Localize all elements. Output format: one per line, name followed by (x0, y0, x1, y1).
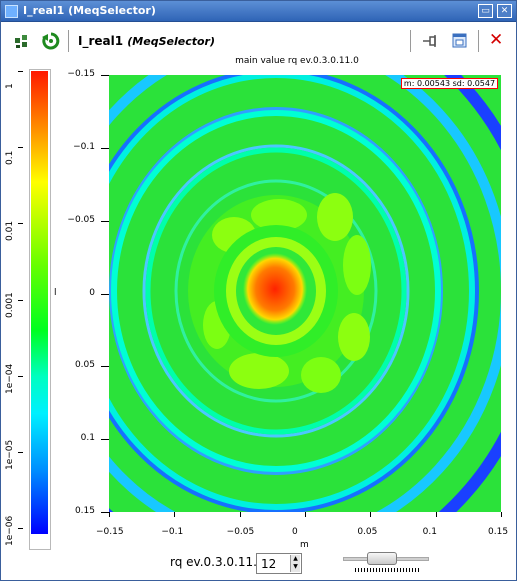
y-tick-mark (101, 439, 109, 441)
stats-box: m: 0.00543 sd: 0.0547 (401, 78, 498, 89)
spin-down-button[interactable]: ▼ (293, 563, 298, 570)
main-lobe-peak (243, 253, 307, 325)
y-tick-label: 0.1 (80, 433, 95, 444)
colorbar-tick-mark (18, 375, 23, 377)
x-tick-label: 0.1 (422, 527, 437, 537)
sidelobe-rings (109, 75, 501, 512)
spinbox-arrows: ▲ ▼ (290, 555, 300, 572)
slider-thumb[interactable] (367, 552, 397, 565)
y-tick-label: 0.05 (74, 360, 95, 371)
colorbar-tick-label: 1e−06 (5, 515, 15, 546)
plane-spinbox[interactable]: 12 ▲ ▼ (256, 553, 302, 574)
app-icon (5, 5, 18, 18)
x-tick-mark (174, 512, 176, 517)
x-tick-label: 0 (292, 527, 298, 537)
y-tick-mark (101, 293, 109, 295)
colorbar-tick-mark (18, 223, 23, 225)
y-tick-mark (101, 220, 109, 222)
colorbar-tick-mark (18, 451, 23, 453)
close-icon[interactable]: ✕ (489, 30, 504, 50)
heatmap-svg (109, 75, 501, 512)
x-tick-mark (501, 512, 502, 517)
window-titlebar[interactable]: I_real1 (MeqSelector) ▭ ✕ (1, 1, 516, 22)
y-tick-label: −0.1 (73, 141, 95, 152)
pin-icon[interactable] (421, 32, 439, 50)
colorbar-tick-mark (18, 147, 23, 149)
x-tick-mark (109, 512, 110, 517)
colorbar-tick-label: 0.1 (5, 150, 15, 166)
x-tick-label: −0.15 (96, 527, 124, 537)
x-axis-label: m (300, 540, 309, 550)
x-tick-mark (435, 512, 437, 517)
x-tick-label: 0.05 (357, 527, 378, 537)
colorbar-tick-label: 0.01 (5, 221, 15, 242)
colorbar-tick-mark (18, 528, 23, 529)
x-tick-label: −0.05 (226, 527, 255, 537)
minimize-button[interactable]: ▭ (478, 4, 493, 18)
toolbar-separator (410, 30, 411, 52)
spinbox-value: 12 (261, 557, 277, 571)
colorbar-tick-mark (18, 299, 23, 301)
colorbar-tick-mark (18, 71, 23, 72)
new-window-icon[interactable] (451, 32, 469, 50)
node-title: I_real1 (MeqSelector) (78, 34, 215, 48)
toolbar-separator (68, 30, 69, 52)
y-tick-label: 0 (89, 287, 95, 298)
y-tick-mark (101, 75, 109, 76)
node-name: I_real1 (78, 34, 124, 48)
y-tick-mark (101, 512, 109, 513)
y-tick-label: 0.15 (74, 506, 95, 516)
bottom-controls: rq ev.0.3.0.11.0 12 ▲ ▼ (1, 549, 516, 580)
spin-up-button[interactable]: ▲ (293, 555, 298, 562)
node-class: (MeqSelector) (127, 35, 215, 48)
y-tick-label: −0.15 (67, 69, 95, 79)
colorbar-tick-label: 0.001 (5, 291, 15, 318)
y-tick-mark (101, 366, 109, 368)
y-tick-label: −0.05 (67, 214, 95, 225)
y-axis-label: l (54, 288, 57, 298)
tree-icon[interactable] (13, 32, 31, 50)
colorbar-tick-label: 1e−05 (5, 439, 15, 470)
window-close-button[interactable]: ✕ (497, 4, 512, 18)
toolbar: I_real1 (MeqSelector) ✕ (2, 23, 515, 57)
x-tick-label: −0.1 (161, 527, 184, 537)
slider-ticks (355, 568, 419, 572)
heatmap-plot[interactable] (109, 75, 501, 512)
refresh-icon[interactable] (42, 32, 60, 50)
toolbar-separator (478, 30, 479, 52)
colorbar-tick-label: 1 (5, 83, 15, 89)
request-label: rq ev.0.3.0.11.0 (170, 555, 265, 569)
window-title: I_real1 (MeqSelector) (23, 4, 156, 17)
y-tick-mark (101, 147, 109, 149)
x-tick-mark (305, 512, 306, 517)
colorbar (31, 71, 48, 534)
colorbar-tick-label: 1e−04 (5, 363, 15, 394)
x-tick-label: 0.15 (488, 527, 509, 537)
plot-title: main value rq ev.0.3.0.11.0 (235, 56, 359, 66)
x-tick-mark (239, 512, 241, 517)
x-tick-mark (370, 512, 372, 517)
